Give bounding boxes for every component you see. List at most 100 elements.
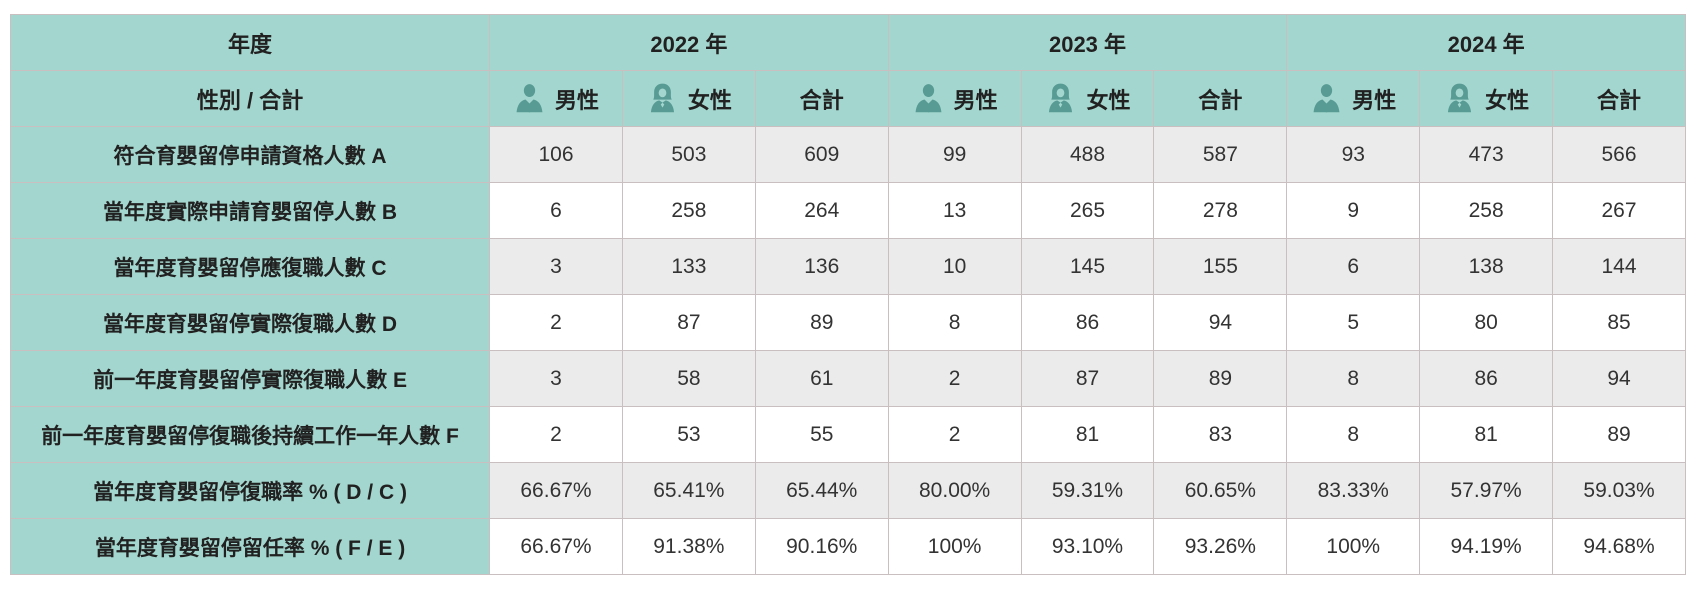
row-label: 前一年度育嬰留停實際復職人數 E <box>9 350 491 407</box>
col-header-2024-total: 合計 <box>1552 70 1686 127</box>
col-header-2023-female: 女性 <box>1020 70 1155 127</box>
value-cell: 93.26% <box>1153 518 1288 575</box>
value-cell: 2 <box>887 406 1022 463</box>
col-header-2022-total: 合計 <box>754 70 889 127</box>
col-header-2022-female: 女性 <box>621 70 756 127</box>
table-row: 前一年度育嬰留停實際復職人數 E 3 58 61 2 87 89 8 86 94 <box>9 350 1686 407</box>
value-cell: 8 <box>887 294 1022 351</box>
value-cell: 60.65% <box>1153 462 1288 519</box>
female-column-label: 女性 <box>1485 87 1530 113</box>
value-cell: 106 <box>489 126 623 183</box>
gender-header-row: 性別 / 合計 男性 <box>9 70 1686 127</box>
value-cell: 85 <box>1552 294 1686 351</box>
value-cell: 55 <box>754 406 889 463</box>
table-row: 當年度育嬰留停實際復職人數 D 2 87 89 8 86 94 5 80 85 <box>9 294 1686 351</box>
col-header-2022-male: 男性 <box>489 70 623 127</box>
table-body: 符合育嬰留停申請資格人數 A 106 503 609 99 488 587 93 473 566 當… <box>9 126 1686 575</box>
col-header-2024-female: 女性 <box>1419 70 1554 127</box>
year-header-2022: 2022 年 <box>489 14 889 71</box>
value-cell: 145 <box>1020 238 1155 295</box>
table-row: 符合育嬰留停申請資格人數 A 106 503 609 99 488 587 93 473 566 <box>9 126 1686 183</box>
value-cell: 93.10% <box>1020 518 1155 575</box>
value-cell: 86 <box>1419 350 1554 407</box>
value-cell: 66.67% <box>489 462 623 519</box>
value-cell: 61 <box>754 350 889 407</box>
value-cell: 267 <box>1552 182 1686 239</box>
parental-leave-statistics-table: 年度 2022 年 2023 年 2024 年 性別 / 合計 男性 <box>9 14 1686 575</box>
female-icon <box>650 83 674 113</box>
value-cell: 473 <box>1419 126 1554 183</box>
value-cell: 13 <box>887 182 1022 239</box>
row-label: 當年度實際申請育嬰留停人數 B <box>9 182 491 239</box>
female-icon <box>1049 83 1073 113</box>
value-cell: 90.16% <box>754 518 889 575</box>
value-cell: 609 <box>754 126 889 183</box>
value-cell: 144 <box>1552 238 1686 295</box>
total-column-label: 合計 <box>1198 87 1243 113</box>
value-cell: 258 <box>1419 182 1554 239</box>
value-cell: 93 <box>1286 126 1421 183</box>
value-cell: 6 <box>1286 238 1421 295</box>
male-icon <box>516 84 543 113</box>
row-label: 前一年度育嬰留停復職後持續工作一年人數 F <box>9 406 491 463</box>
col-header-2023-male: 男性 <box>887 70 1022 127</box>
value-cell: 2 <box>887 350 1022 407</box>
year-header-row: 年度 2022 年 2023 年 2024 年 <box>9 14 1686 71</box>
value-cell: 5 <box>1286 294 1421 351</box>
male-icon <box>1313 84 1340 113</box>
row-label: 當年度育嬰留停應復職人數 C <box>9 238 491 295</box>
male-column-label: 男性 <box>953 87 998 113</box>
value-cell: 89 <box>1552 406 1686 463</box>
year-header-2024: 2024 年 <box>1286 14 1686 71</box>
col-header-2023-total: 合計 <box>1153 70 1288 127</box>
table-row: 前一年度育嬰留停復職後持續工作一年人數 F 2 53 55 2 81 83 8 81 89 <box>9 406 1686 463</box>
value-cell: 83.33% <box>1286 462 1421 519</box>
gender-corner-header: 性別 / 合計 <box>9 70 491 127</box>
value-cell: 81 <box>1419 406 1554 463</box>
total-column-label: 合計 <box>799 87 844 113</box>
value-cell: 3 <box>489 350 623 407</box>
value-cell: 59.31% <box>1020 462 1155 519</box>
col-header-2024-male: 男性 <box>1286 70 1421 127</box>
value-cell: 94 <box>1552 350 1686 407</box>
female-column-label: 女性 <box>687 87 732 113</box>
value-cell: 87 <box>1020 350 1155 407</box>
value-cell: 80.00% <box>887 462 1022 519</box>
value-cell: 8 <box>1286 406 1421 463</box>
value-cell: 264 <box>754 182 889 239</box>
value-cell: 258 <box>621 182 756 239</box>
table-row: 當年度育嬰留停復職率 % ( D / C ) 66.67% 65.41% 65.44%… <box>9 462 1686 519</box>
value-cell: 58 <box>621 350 756 407</box>
value-cell: 94.19% <box>1419 518 1554 575</box>
value-cell: 155 <box>1153 238 1288 295</box>
value-cell: 2 <box>489 406 623 463</box>
value-cell: 265 <box>1020 182 1155 239</box>
value-cell: 587 <box>1153 126 1288 183</box>
value-cell: 488 <box>1020 126 1155 183</box>
value-cell: 94 <box>1153 294 1288 351</box>
year-header-2023: 2023 年 <box>887 14 1288 71</box>
value-cell: 66.67% <box>489 518 623 575</box>
value-cell: 99 <box>887 126 1022 183</box>
value-cell: 9 <box>1286 182 1421 239</box>
row-label: 當年度育嬰留停留任率 % ( F / E ) <box>9 518 491 575</box>
page: 年度 2022 年 2023 年 2024 年 性別 / 合計 男性 <box>9 14 1686 575</box>
value-cell: 81 <box>1020 406 1155 463</box>
value-cell: 91.38% <box>621 518 756 575</box>
male-column-label: 男性 <box>554 87 599 113</box>
value-cell: 100% <box>1286 518 1421 575</box>
value-cell: 138 <box>1419 238 1554 295</box>
value-cell: 8 <box>1286 350 1421 407</box>
value-cell: 89 <box>754 294 889 351</box>
value-cell: 2 <box>489 294 623 351</box>
value-cell: 278 <box>1153 182 1288 239</box>
value-cell: 503 <box>621 126 756 183</box>
value-cell: 57.97% <box>1419 462 1554 519</box>
table-row: 當年度育嬰留停留任率 % ( F / E ) 66.67% 91.38% 90.16%… <box>9 518 1686 575</box>
male-column-label: 男性 <box>1352 87 1397 113</box>
value-cell: 80 <box>1419 294 1554 351</box>
row-label: 當年度育嬰留停復職率 % ( D / C ) <box>9 462 491 519</box>
value-cell: 87 <box>621 294 756 351</box>
female-column-label: 女性 <box>1086 87 1131 113</box>
value-cell: 89 <box>1153 350 1288 407</box>
